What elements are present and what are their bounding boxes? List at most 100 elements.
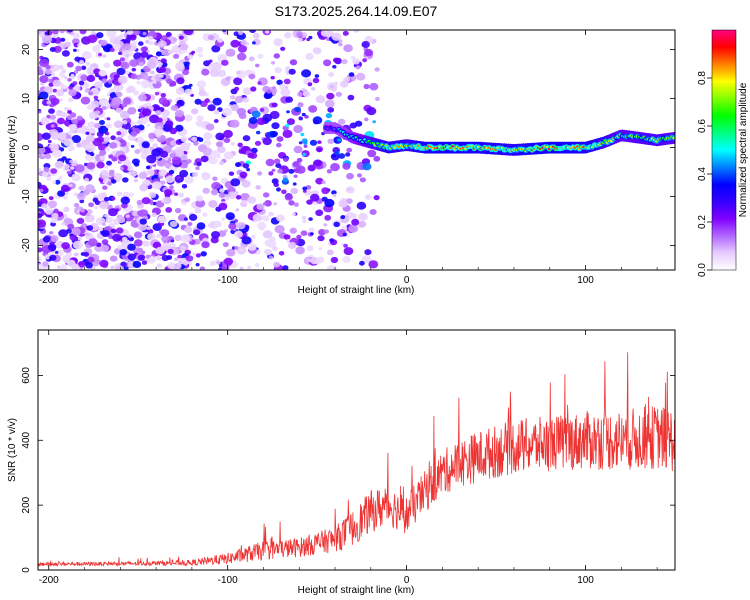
spectrogram-cell [331, 154, 337, 158]
spectrogram-cell [265, 158, 275, 167]
spectrogram-cell [59, 264, 68, 270]
spectrogram-cell [80, 74, 88, 81]
spectrogram-cell [225, 212, 235, 221]
spectrogram-cell [57, 132, 67, 140]
spectrogram-cell [68, 183, 73, 188]
spectrogram-cell [216, 69, 227, 78]
spectrogram-cell [261, 215, 270, 222]
spectrogram-cell [38, 247, 43, 253]
spectrogram-cell [161, 235, 169, 243]
spectrogram-cell [109, 47, 115, 53]
spectrogram-cell [262, 192, 270, 198]
spectrogram-cell [85, 184, 95, 193]
spectrogram-cell [184, 114, 193, 122]
spectrogram-cell [166, 78, 173, 84]
spectrogram-cell [113, 38, 121, 45]
spectrogram-cell [266, 89, 272, 94]
spectrogram-cell [109, 142, 118, 149]
spectrogram-cell [326, 265, 337, 270]
spectrogram-cell [229, 119, 240, 128]
figure-title: S173.2025.264.14.09.E07 [275, 3, 438, 19]
spectrogram-cell [66, 170, 72, 175]
spectrogram-cell [272, 92, 276, 96]
spectrogram-cell [71, 135, 82, 143]
spectrogram-cell [249, 30, 257, 33]
ridge-core [672, 136, 675, 139]
spectrogram-cell [66, 115, 73, 120]
spectrogram-cell [175, 124, 184, 132]
spectrogram-cell [248, 73, 256, 80]
spectrogram-cell [237, 142, 243, 148]
spectrogram-cell [46, 100, 52, 105]
spectrogram-cell [255, 185, 261, 190]
spectrogram-cell [311, 87, 316, 91]
spectrogram-cell [257, 53, 264, 59]
spectrogram-cell [222, 242, 229, 248]
spectrogram-cell [310, 257, 319, 265]
spectrogram-cell [259, 107, 265, 112]
spectrogram-cell [107, 79, 114, 84]
spectrogram-cell [63, 206, 70, 213]
spectrogram-cell [357, 173, 362, 178]
spectrogram-cell [193, 141, 199, 146]
spectrogram-cell [303, 144, 308, 148]
spectrogram-cell [193, 229, 201, 236]
spectrogram-cell [94, 110, 101, 115]
spectrogram-cell [223, 257, 234, 266]
spectrogram-cell [373, 195, 380, 201]
spectrogram-cell [84, 88, 90, 93]
spectrogram-cell [77, 261, 86, 268]
spectrogram-cell [284, 32, 292, 39]
spectrogram-cell [179, 153, 188, 161]
spectrogram-cell [113, 44, 121, 51]
spectrogram-cell [160, 93, 166, 98]
spectrogram-cell [295, 165, 306, 174]
spectrogram-cell [86, 162, 96, 170]
spectrogram-cell [225, 48, 236, 57]
spectrogram-cell [252, 32, 260, 39]
spectrogram-cell [79, 267, 84, 270]
spectrogram-cell [289, 227, 297, 234]
spectrogram-cell [302, 152, 307, 157]
spectrogram-cell [230, 142, 235, 146]
spectrogram-cell [195, 253, 201, 258]
spectrogram-cell [38, 146, 46, 154]
spectrogram-cell [86, 209, 93, 215]
spectrogram-cell [356, 201, 367, 210]
spectrogram-cell [96, 32, 104, 39]
spectrogram-cell [55, 111, 62, 117]
spectrogram-cell [356, 72, 366, 81]
spectrogram-cell [50, 168, 58, 174]
spectrogram-cell [154, 91, 160, 96]
spectrogram-cell [164, 189, 173, 196]
spectrogram-cell [201, 68, 210, 76]
spectrogram-cell [141, 108, 152, 117]
spectrogram-cell [369, 82, 379, 91]
spectrogram-cell [313, 119, 319, 125]
spectrogram-cell [99, 155, 106, 161]
spectrogram-cell [141, 46, 148, 52]
spectrogram-cell [81, 139, 90, 146]
spectrogram-cell [202, 187, 210, 194]
spectrogram-cell [49, 231, 53, 235]
spectrogram-cell [62, 85, 67, 90]
spectrogram-cell [85, 262, 93, 269]
spectrogram-cell [221, 59, 229, 66]
spectrogram-cell [79, 60, 85, 65]
spectrogram-cell [38, 91, 49, 100]
spectrogram-cell [228, 222, 237, 230]
spectrogram-cell [44, 254, 51, 260]
spectrogram-cell [343, 44, 353, 53]
spectrogram-cell [273, 53, 280, 59]
spectrogram-cell [202, 147, 213, 156]
spectrogram-cell [131, 127, 136, 131]
spectrogram-cell [42, 132, 51, 140]
spectrogram-cell [276, 214, 285, 222]
spectrogram-cell [126, 30, 134, 35]
spectrogram-cell [188, 137, 192, 141]
spectrogram-cell [321, 196, 328, 202]
spectrogram-cell [157, 126, 161, 129]
spectrogram-cell [290, 187, 299, 195]
spectrogram-cell [229, 95, 236, 100]
